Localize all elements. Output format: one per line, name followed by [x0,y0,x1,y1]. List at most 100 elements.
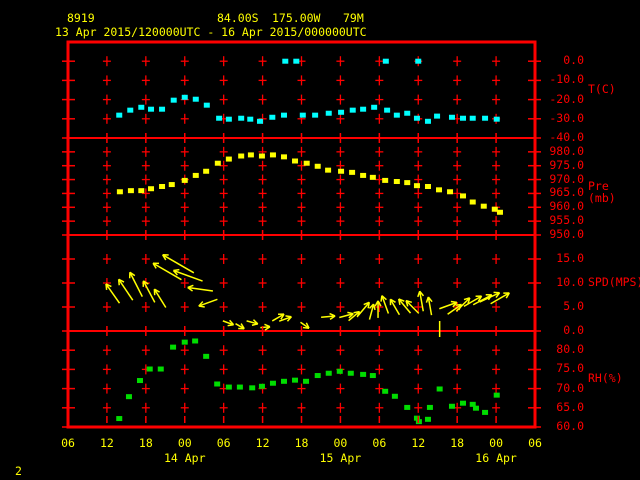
temperature-data-dot [349,107,356,113]
temperature-data-dot [225,116,232,122]
temperature-data-dot [138,104,145,110]
temperature-data-dot [247,116,254,122]
relative-humidity-data-dot [249,385,256,391]
temperature-data-dot [415,58,422,64]
pressure-data-dot [460,193,467,199]
relative-humidity-data-dot [448,403,455,409]
pressure-data-dot [292,158,299,164]
pressure-data-dot [168,182,175,188]
pressure-data-dot [360,172,367,178]
relative-humidity-data-dot [436,386,443,392]
relative-humidity-data-dot [482,409,489,415]
relative-humidity-data-dot [170,344,177,350]
temperature-data-dot [448,114,455,120]
pressure-data-dot [349,169,356,175]
relative-humidity-data-dot [469,401,476,407]
station-latitude: 84.00S [217,11,259,25]
relative-humidity-data-dot [236,384,243,390]
relative-humidity-data-dot [460,400,467,406]
relative-humidity-data-dot [347,370,354,376]
pressure-data-dot [382,177,389,183]
wind-arrow [187,284,213,292]
pressure-data-dot [159,184,166,189]
station-id: 8919 [67,11,95,25]
pressure-data-dot [436,187,443,193]
relative-humidity-data-dot [269,380,276,386]
temperature-data-dot [338,109,345,115]
pressure-data-dot [225,156,232,162]
pressure-data-dot [203,168,210,174]
pressure-data-dot [491,206,498,212]
relative-humidity-data-dot [280,378,287,384]
relative-humidity-data-dot [426,404,433,410]
pressure-data-dot [325,167,332,173]
wind-arrow [455,297,471,312]
temperature-data-dot [269,114,276,120]
wind-arrow [368,303,376,320]
temperature-data-dot [181,94,188,100]
relative-humidity-data-dot [181,339,188,345]
temperature-data-dot [280,112,287,118]
wind-arrow [152,262,182,281]
wind-arrow [389,298,401,316]
pressure-data-dot [181,177,188,183]
relative-humidity-data-dot [157,366,164,372]
pressure-data-dot [404,180,411,186]
time-range: 13 Apr 2015/120000UTC - 16 Apr 2015/0000… [55,25,367,39]
pressure-data-dot [314,163,321,169]
wind-arrow [339,311,354,319]
wind-arrow [357,301,371,316]
relative-humidity-data-dot [116,416,123,422]
wind-arrow [235,323,245,330]
temperature-data-dot [393,112,400,118]
wind-arrow [271,313,285,322]
pressure-data-dot [369,174,376,180]
pressure-data-dot [496,209,503,215]
temperature-data-dot [148,106,155,112]
wind-arrow [439,300,458,310]
temperature-data-dot [493,116,500,122]
wind-arrow [300,321,310,329]
pressure-data-dot [469,199,476,205]
relative-humidity-data-dot [391,393,398,399]
temperature-data-dot [216,115,223,121]
temperature-data-dot [404,110,411,116]
relative-humidity-data-dot [493,392,500,398]
temperature-data-dot [192,96,199,102]
temperature-data-dot [424,118,431,124]
temperature-data-dot [469,115,476,121]
relative-humidity-data-dot [192,338,199,344]
wind-arrow [397,298,412,314]
relative-humidity-data-dot [125,394,132,400]
temperature-data-dot [312,112,319,118]
pressure-data-dot [116,189,123,195]
temperature-data-dot [159,106,166,112]
wind-arrow [117,278,134,301]
relative-humidity-data-dot [369,373,376,379]
relative-humidity-data-dot [214,381,221,387]
pressure-data-dot [247,152,254,158]
wind-arrow [425,296,433,316]
pressure-data-dot [280,154,287,160]
wind-arrow [380,295,390,314]
temperature-data-dot [413,115,420,121]
relative-humidity-data-dot [303,378,310,384]
wind-arrow [260,323,271,331]
temperature-data-dot [170,97,177,103]
wind-arrow [153,288,167,308]
relative-humidity-data-dot [360,371,367,377]
pressure-data-dot [214,160,221,166]
temperature-data-dot [293,58,300,64]
station-elevation: 79M [343,11,364,25]
page-number: 2 [15,464,22,478]
relative-humidity-data-dot [136,378,143,384]
wind-arrow [417,290,425,312]
pressure-data-dot [447,189,454,195]
wind-arrow [479,291,501,303]
temperature-data-dot [460,115,467,121]
wind-arrow [128,271,143,297]
pressure-data-dot [192,172,199,178]
wind-arrow [172,268,203,282]
temperature-data-dot [256,118,263,124]
